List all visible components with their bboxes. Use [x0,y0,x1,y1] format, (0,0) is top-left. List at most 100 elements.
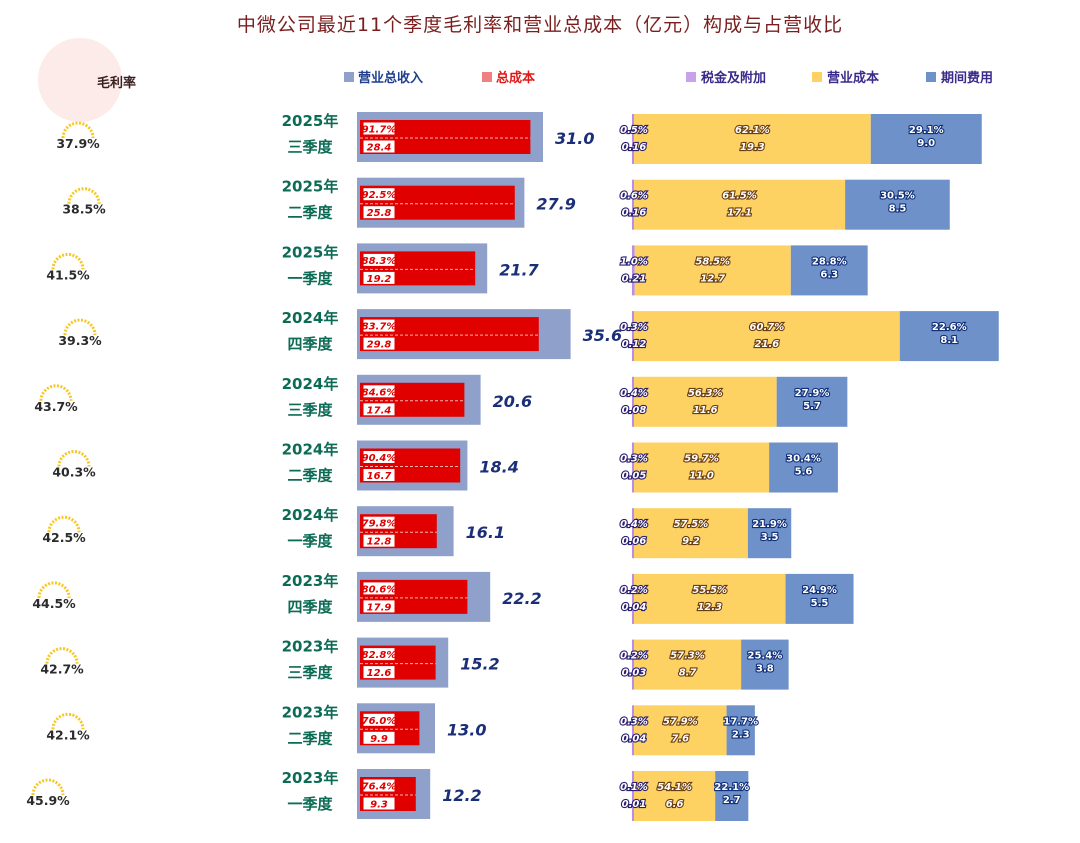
margin-value: 45.9% [26,793,70,808]
logo-watermark [38,38,122,122]
cost-pct-label: 79.8% [362,519,397,530]
tax-value-label: 0.16 [622,142,647,153]
legend-label-right-0: 税金及附加 [701,70,766,86]
cost-value-box [362,533,396,548]
tax-bar [632,245,635,296]
margin-value: 42.5% [42,530,86,545]
period-value-label: 3.5 [761,532,779,543]
tax-bar [632,639,634,690]
cost-pct-box [362,778,396,793]
margin-value: 41.5% [46,267,90,282]
row-year: 2023年 [282,769,339,787]
cost-pct-label: 88.3% [362,256,397,267]
tax-value-label: 0.16 [622,208,647,219]
row-year: 2024年 [282,375,339,393]
tax-bar [632,573,634,624]
opcost-pct-label: 57.9% [663,716,698,727]
opcost-pct-label: 56.3% [688,388,723,399]
revenue-value: 22.2 [502,589,541,608]
cost-pct-box [362,450,396,464]
tax-value-label: 0.03 [622,668,647,679]
opcost-value-label: 12.3 [697,602,722,613]
cost-pct-box [362,384,396,399]
cost-pct-label: 92.5% [362,190,397,201]
cost-pct-label: 76.0% [362,716,397,727]
row-year: 2023年 [282,638,339,656]
opcost-value-label: 7.6 [671,733,689,744]
row-year: 2024年 [282,441,339,459]
tax-pct-label: 0.4% [620,388,648,399]
period-pct-label: 24.9% [802,585,837,596]
opcost-bar [634,573,786,624]
margin-value: 39.3% [58,333,102,348]
opcost-value-label: 9.2 [682,536,700,547]
period-bar [899,311,999,362]
cost-value-label: 29.8 [367,340,392,351]
cost-pct-label: 76.4% [362,782,397,793]
period-value-label: 2.7 [723,795,741,806]
tax-pct-label: 0.5% [620,125,648,136]
period-pct-label: 27.9% [795,388,830,399]
chart-title: 中微公司最近11个季度毛利率和营业总成本（亿元）构成与占营收比 [236,14,844,36]
cost-value-box [362,599,396,614]
row-quarter: 四季度 [287,598,333,616]
period-value-label: 2.3 [732,729,750,740]
opcost-value-label: 6.6 [666,799,684,810]
row-year: 2023年 [282,703,339,721]
row-quarter: 一季度 [287,795,333,813]
cost-pct-box [362,647,396,662]
period-bar [715,771,749,821]
row-quarter: 二季度 [287,467,333,485]
tax-value-label: 0.04 [622,733,647,744]
revenue-value: 18.4 [479,458,518,477]
opcost-bar [634,179,846,230]
cost-pct-label: 80.6% [362,584,397,595]
cost-pct-box [362,318,396,333]
tax-value-label: 0.04 [622,602,647,613]
revenue-value: 21.7 [499,260,539,279]
period-value-label: 5.5 [811,598,829,609]
cost-value-box [362,336,396,351]
period-bar [790,245,868,296]
cost-value-label: 12.8 [367,537,392,548]
row-quarter: 二季度 [287,204,333,222]
cost-pct-box [362,581,396,596]
opcost-pct-label: 54.1% [657,782,692,793]
tax-bar [632,376,634,427]
tax-bar [632,442,634,493]
tax-pct-label: 0.3% [620,322,648,333]
tax-pct-label: 0.3% [620,716,648,727]
tax-value-label: 0.08 [622,405,647,416]
period-bar [769,442,838,493]
row-year: 2025年 [282,178,339,196]
tax-value-label: 0.01 [622,799,647,810]
tax-pct-label: 0.4% [620,519,648,530]
row-year: 2025年 [282,243,339,261]
opcost-pct-label: 58.5% [695,256,730,267]
row-quarter: 一季度 [287,532,333,550]
revenue-value: 15.2 [460,655,499,674]
cost-value-label: 17.9 [367,602,392,613]
period-value-label: 8.5 [889,204,907,215]
period-pct-label: 30.5% [880,191,915,202]
legend-swatch-right-2 [926,72,936,82]
legend-swatch-right-1 [812,72,822,82]
cost-value-box [362,665,396,680]
period-value-label: 3.8 [756,664,774,675]
opcost-pct-label: 57.5% [674,519,709,530]
opcost-bar [634,442,770,493]
opcost-value-label: 8.7 [679,668,697,679]
tax-bar [632,705,634,756]
opcost-value-label: 19.3 [740,142,765,153]
legend-swatch-0 [344,72,354,82]
revenue-value: 31.0 [555,129,594,148]
period-value-label: 5.6 [795,467,813,478]
opcost-value-label: 17.1 [727,208,752,219]
cost-value-label: 28.4 [367,143,392,154]
period-value-label: 6.3 [820,269,838,280]
period-value-label: 5.7 [803,401,821,412]
cost-pct-box [362,187,396,202]
period-pct-label: 17.7% [723,716,758,727]
row-quarter: 三季度 [287,664,333,682]
